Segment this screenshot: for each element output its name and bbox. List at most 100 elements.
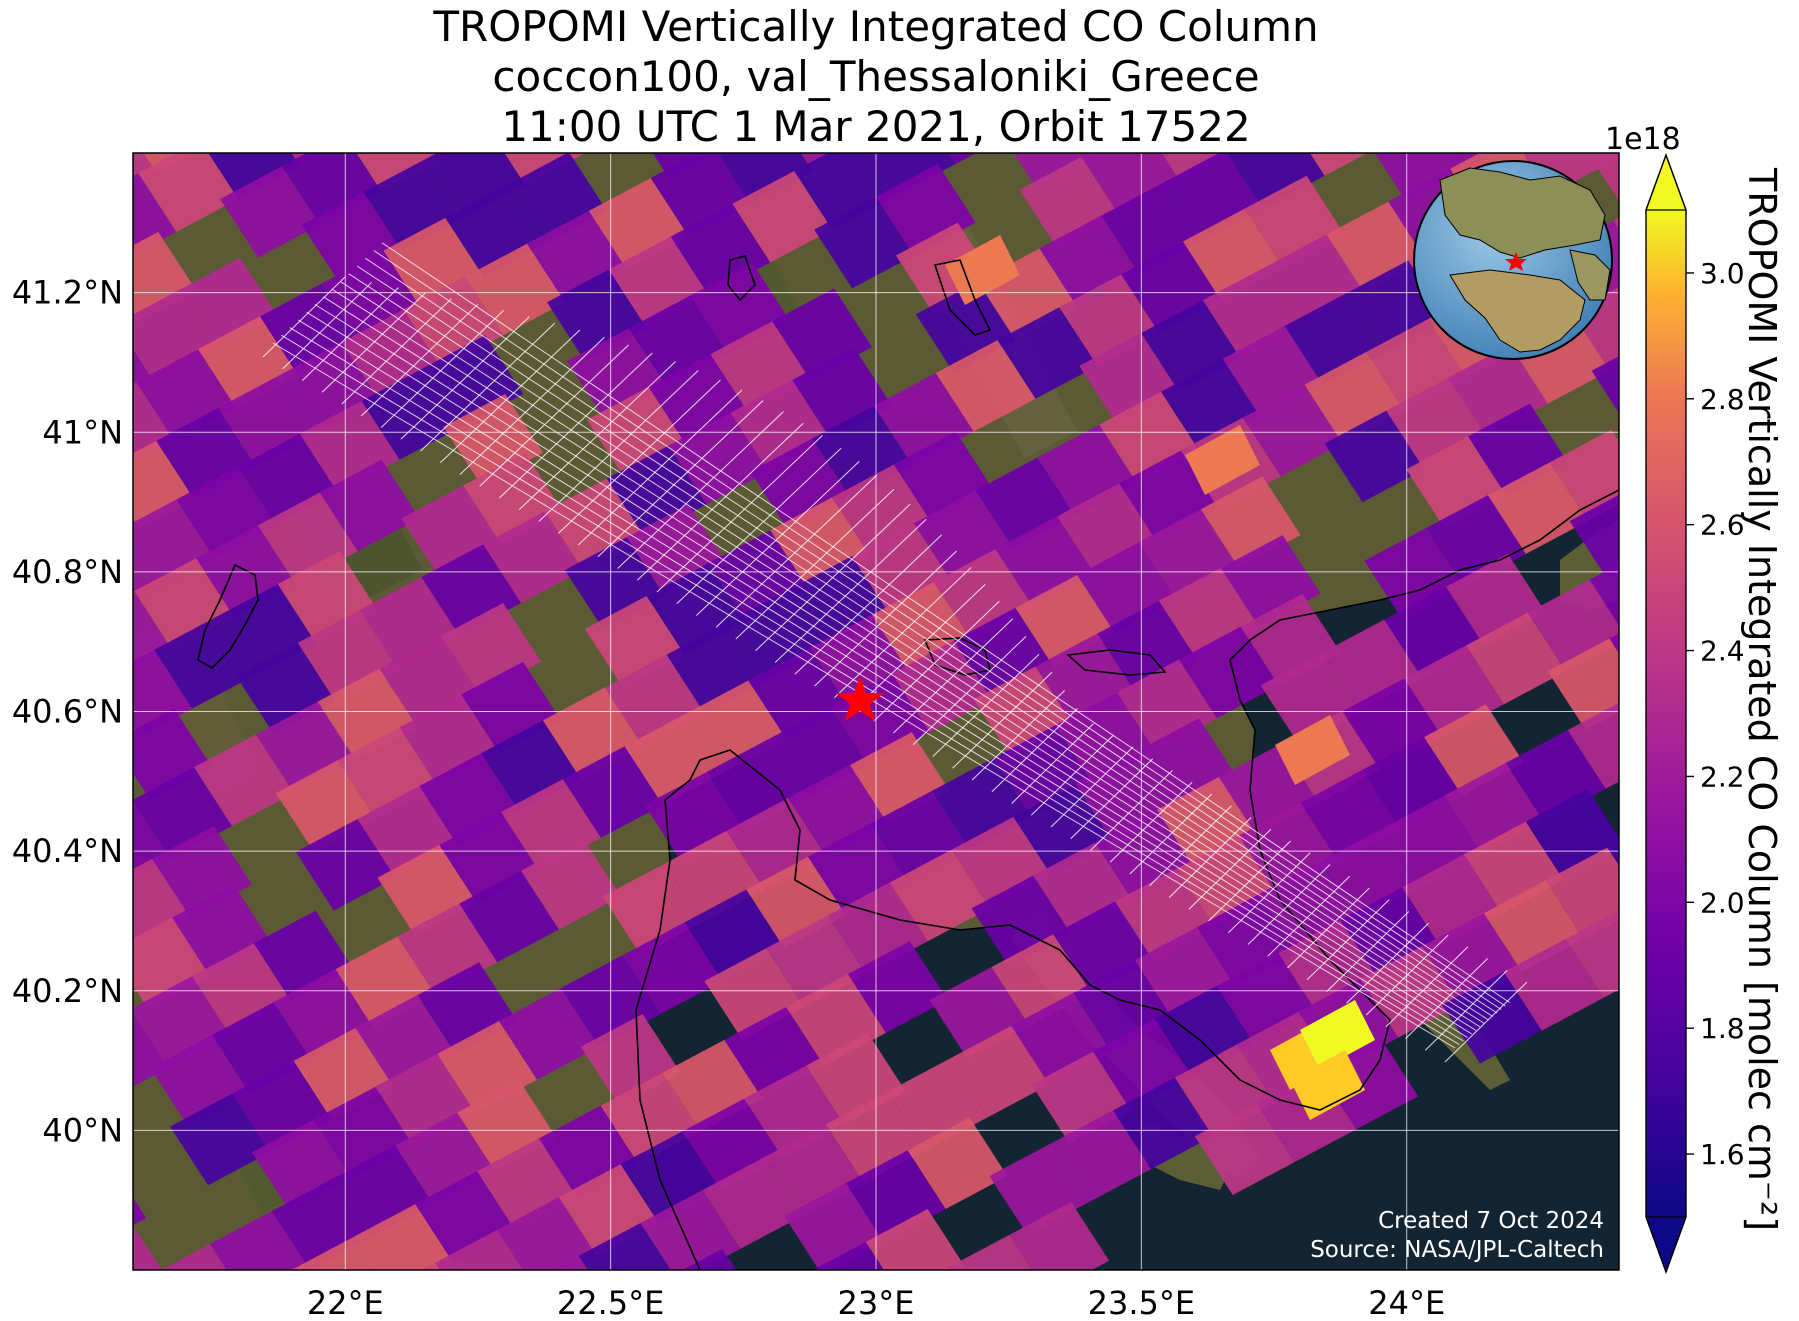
credit-source: Source: NASA/JPL-Caltech	[1310, 1237, 1604, 1263]
footprint-line	[991, 708, 1078, 793]
co-pixel	[907, 1117, 1008, 1209]
co-pixel	[1041, 7, 1141, 99]
co-pixel	[1569, 494, 1619, 580]
co-pixel-high	[1275, 715, 1350, 785]
co-pixel	[1565, 910, 1619, 998]
co-pixel	[324, 42, 424, 134]
footprint-line	[439, 329, 581, 464]
footprint-line	[1168, 817, 1252, 898]
title-line-1: TROPOMI Vertically Integrated CO Column	[433, 2, 1319, 51]
co-pixel	[133, 649, 193, 741]
footprint-line	[499, 352, 653, 499]
lake-vegoritida	[197, 563, 259, 669]
co-pixel	[499, 988, 599, 1080]
co-pixel	[1348, 51, 1448, 143]
footprint-line	[365, 257, 1502, 1010]
co-pixel	[898, 14, 998, 106]
co-pixel	[552, 1255, 588, 1270]
co-pixel	[717, 153, 813, 204]
y-tick-label: 40°N	[42, 1111, 123, 1149]
footprint-line	[1149, 805, 1232, 887]
co-pixel	[1567, 702, 1619, 789]
footprint-line	[479, 344, 629, 487]
footprint-line	[873, 601, 1000, 722]
footprint-line	[1424, 969, 1508, 1051]
co-pixel	[1226, 153, 1325, 209]
colorbar-tick-label: 1.8	[1700, 1012, 1745, 1045]
co-pixel-high	[1290, 1050, 1365, 1120]
co-pixel	[1545, 847, 1619, 940]
co-pixel	[435, 1230, 523, 1270]
co-pixel	[1503, 939, 1604, 1031]
colorbar-tick-label: 2.0	[1700, 886, 1745, 919]
co-pixel	[549, 61, 649, 153]
co-pixel	[1410, 18, 1510, 110]
co-pixel	[611, 28, 711, 120]
co-pixel	[1194, 1103, 1295, 1195]
credit-created: Created 7 Oct 2024	[1378, 1208, 1604, 1234]
co-pixel	[1589, 564, 1619, 626]
map-frame	[132, 152, 1620, 1271]
co-pixel	[640, 1190, 741, 1270]
co-pixel	[1487, 462, 1588, 554]
x-tick-label: 22°E	[307, 1284, 384, 1321]
coastline	[635, 489, 1619, 1270]
co-pixel	[242, 16, 342, 108]
title-line-3: 11:00 UTC 1 Mar 2021, Orbit 17522	[501, 102, 1251, 151]
y-tick-label: 40.6°N	[12, 693, 123, 731]
x-tick-label: 24°E	[1368, 1284, 1445, 1321]
co-pixel	[1465, 612, 1566, 705]
colorbar-ticks: 1.6 1.8 2.0 2.2 2.4 2.6 2.8 3.0	[1686, 257, 1745, 1171]
co-pixel	[980, 39, 1080, 131]
footprint-line	[1070, 758, 1154, 840]
colorbar-gradient	[1646, 210, 1686, 1217]
co-pixel	[1178, 626, 1279, 719]
co-pixel	[1591, 356, 1619, 414]
footprint-line	[339, 280, 1489, 1021]
x-tick-label: 23.5°E	[1088, 1284, 1195, 1321]
co-pixel	[794, 153, 895, 230]
co-pixel	[682, 1248, 736, 1270]
co-pixel	[935, 340, 1036, 432]
co-pixel	[459, 870, 559, 963]
footprint-line	[1306, 899, 1390, 981]
co-pixel	[1593, 153, 1619, 201]
footprint-line	[306, 311, 1473, 1035]
footprint-line	[262, 276, 346, 358]
footprint-line	[715, 474, 878, 628]
co-pixel	[754, 21, 854, 113]
co-pixel	[133, 173, 177, 255]
co-pixel	[170, 1093, 270, 1186]
co-pixel	[1081, 153, 1182, 216]
footprint-line	[696, 460, 860, 616]
co-pixel	[497, 1197, 597, 1270]
footprint-line	[1365, 934, 1449, 1016]
footprint-line	[323, 296, 1481, 1028]
footprint-line	[597, 400, 764, 558]
co-pixel	[465, 243, 566, 336]
co-pixel	[1113, 1077, 1213, 1170]
co-pixel	[425, 153, 526, 218]
co-pixel	[220, 166, 320, 258]
map-title: TROPOMI Vertically Integrated CO Column …	[133, 2, 1619, 152]
footprint-line	[356, 265, 1498, 1014]
x-tick-label: 23°E	[838, 1284, 915, 1321]
co-pixel	[562, 746, 663, 838]
footprint-line	[794, 534, 942, 675]
co-pixel	[208, 153, 300, 199]
y-tick-label: 41°N	[42, 413, 123, 451]
co-pixel	[520, 837, 621, 930]
co-pixel	[836, 46, 936, 138]
footprint-line	[361, 304, 479, 417]
x-tick-label: 22.5°E	[557, 1284, 664, 1321]
footprint-line	[1405, 958, 1488, 1039]
co-pixel	[1309, 153, 1368, 176]
co-pixel	[281, 153, 382, 225]
lake-volvi	[1066, 649, 1167, 676]
footprint-line	[314, 304, 1477, 1031]
footprint-line	[1090, 770, 1173, 851]
co-pixel	[1374, 153, 1469, 202]
co-pixel-high	[1185, 425, 1260, 495]
footprint-line	[373, 250, 1506, 1007]
co-pixel-high	[1300, 1000, 1375, 1070]
